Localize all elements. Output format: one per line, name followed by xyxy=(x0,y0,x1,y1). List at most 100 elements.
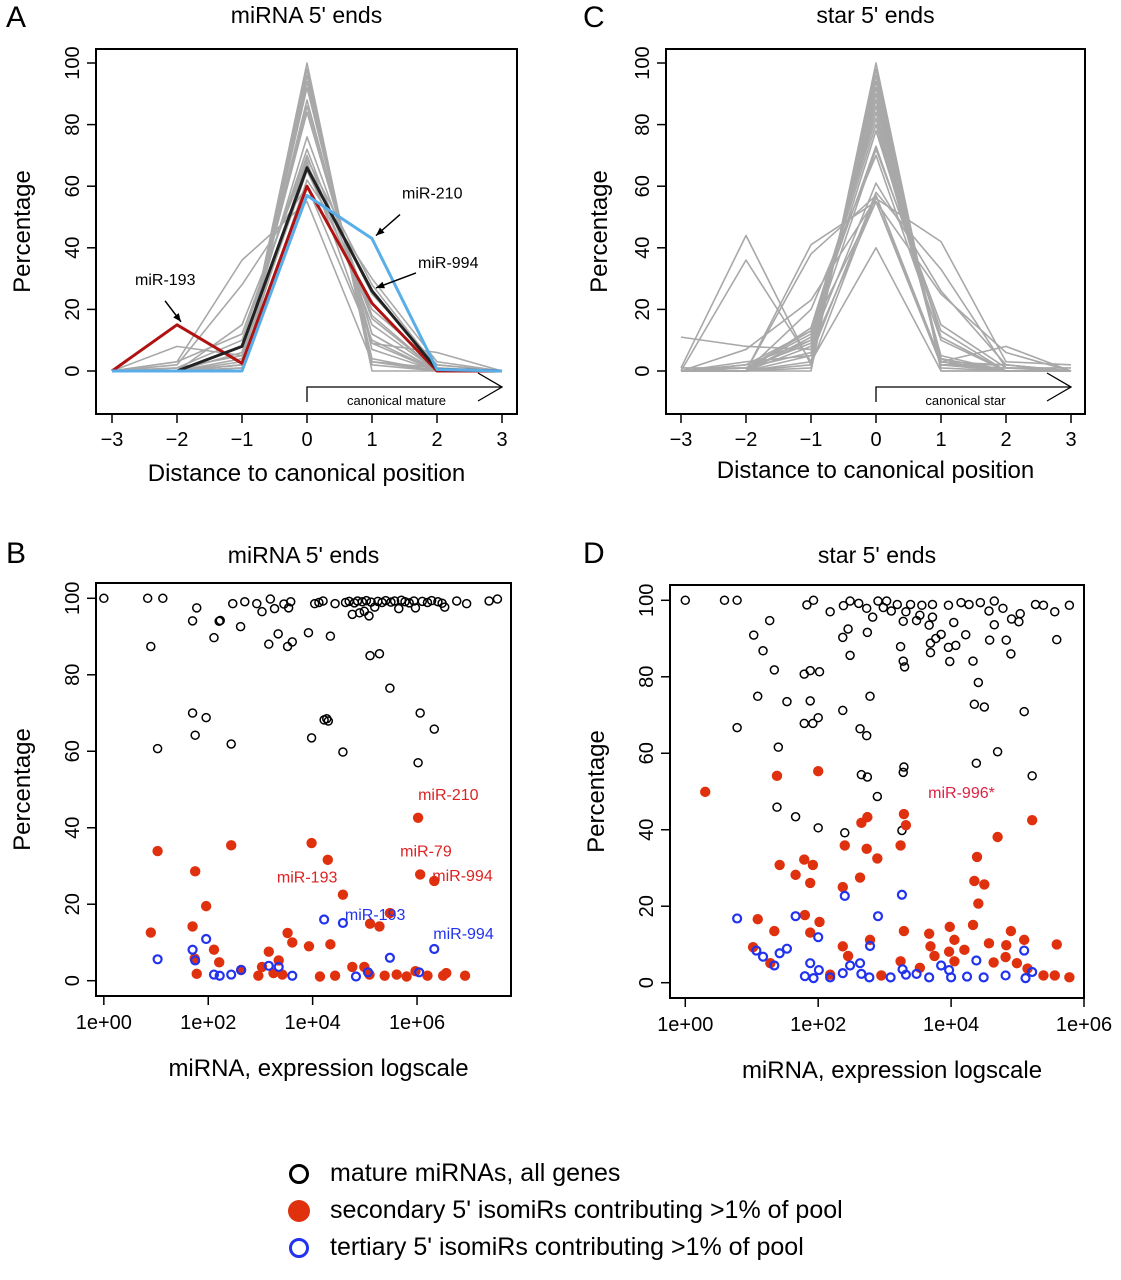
data-point-tertiary xyxy=(864,972,875,983)
data-point-mature xyxy=(813,823,823,833)
data-point-secondary xyxy=(929,950,940,962)
y-tick-label: 40 xyxy=(632,237,654,259)
data-point-tertiary xyxy=(872,911,884,922)
data-point-mature xyxy=(152,743,163,754)
data-point-tertiary xyxy=(790,911,801,922)
data-point-tertiary xyxy=(825,972,836,983)
data-point-tertiary xyxy=(214,970,225,981)
data-point-secondary xyxy=(152,845,163,857)
data-point-tertiary xyxy=(384,952,395,963)
data-point-mature xyxy=(805,696,815,706)
data-point-tertiary xyxy=(1000,970,1011,981)
data-point-secondary xyxy=(799,854,810,865)
canonical-label: canonical mature xyxy=(347,393,446,408)
data-point-secondary xyxy=(359,961,370,973)
data-point-mature xyxy=(439,602,450,612)
y-tick-label: 100 xyxy=(62,582,84,615)
data-point-secondary xyxy=(805,927,816,938)
data-point-secondary xyxy=(191,968,202,980)
data-point-tertiary xyxy=(978,972,989,983)
panel-letter: D xyxy=(583,537,605,570)
background-series-line xyxy=(112,105,502,372)
data-point-mature xyxy=(1027,771,1037,781)
data-point-mature xyxy=(415,708,425,718)
data-point-mature xyxy=(899,762,909,772)
data-point-mature xyxy=(732,595,742,606)
data-point-secondary xyxy=(347,961,358,973)
background-series-line xyxy=(112,74,502,372)
x-tick-label: 1 xyxy=(935,429,946,451)
data-point-tertiary xyxy=(924,972,935,983)
data-point-mature xyxy=(359,606,370,617)
data-point-secondary xyxy=(384,907,396,919)
data-point-mature xyxy=(845,596,855,606)
background-series-line xyxy=(681,145,1071,372)
data-point-mature xyxy=(209,632,219,643)
data-point-mature xyxy=(855,724,865,734)
y-axis-label: Percentage xyxy=(9,170,36,293)
y-tick-label: 20 xyxy=(632,298,654,320)
data-point-mature xyxy=(936,629,946,640)
x-axis-label: Distance to canonical position xyxy=(148,460,466,487)
data-point-secondary xyxy=(967,919,979,931)
data-point-mature xyxy=(975,597,986,608)
data-point-secondary xyxy=(861,843,872,855)
data-point-tertiary xyxy=(774,948,785,959)
panel-letter: B xyxy=(6,537,26,570)
data-point-mature xyxy=(915,610,925,620)
x-tick-label: −2 xyxy=(166,429,189,451)
data-point-mature xyxy=(461,598,472,609)
y-tick-label: 60 xyxy=(62,175,84,197)
data-point-mature xyxy=(764,615,775,626)
x-axis-label: miRNA, expression logscale xyxy=(168,1055,468,1082)
data-point-secondary xyxy=(807,859,819,871)
data-point-tertiary xyxy=(1027,966,1038,978)
data-point-secondary xyxy=(771,770,783,782)
data-point-mature xyxy=(732,722,742,733)
y-tick-label: 100 xyxy=(62,46,84,79)
data-point-mature xyxy=(282,641,293,652)
y-tick-label: 60 xyxy=(62,740,84,762)
data-point-secondary xyxy=(983,938,995,949)
y-axis-label: Percentage xyxy=(9,728,36,851)
data-point-tertiary xyxy=(856,968,867,980)
data-point-secondary xyxy=(213,957,225,968)
data-point-mature xyxy=(813,712,823,723)
y-tick-label: 60 xyxy=(632,175,654,197)
data-point-mature xyxy=(191,603,202,613)
data-point-mature xyxy=(769,665,780,675)
x-tick-label: 1e+04 xyxy=(285,1012,341,1034)
data-point-mature xyxy=(838,632,848,643)
y-tick-label: 0 xyxy=(632,365,654,376)
data-point-mature xyxy=(973,677,984,688)
data-point-secondary xyxy=(752,914,763,925)
data-point-mature xyxy=(838,705,848,716)
data-point-secondary xyxy=(1011,958,1023,969)
y-tick-label: 40 xyxy=(62,237,84,259)
data-point-mature xyxy=(404,598,414,608)
data-point-secondary xyxy=(923,928,935,939)
data-point-secondary xyxy=(992,831,1003,843)
data-point-secondary xyxy=(973,898,984,909)
data-point-mature xyxy=(385,683,395,693)
data-point-mature xyxy=(782,696,792,707)
data-point-secondary xyxy=(949,956,960,967)
data-point-secondary xyxy=(1026,814,1038,826)
data-point-mature xyxy=(380,595,391,606)
data-point-mature xyxy=(924,620,934,630)
x-axis-label: Distance to canonical position xyxy=(717,457,1035,484)
data-point-secondary xyxy=(949,934,960,946)
data-point-mature xyxy=(886,606,897,616)
data-point-secondary xyxy=(200,900,212,912)
data-point-mature xyxy=(228,598,238,609)
data-point-secondary xyxy=(208,944,220,955)
data-point-mature xyxy=(354,608,365,618)
data-point-mature xyxy=(303,627,314,638)
data-point-secondary xyxy=(1022,963,1033,974)
data-point-tertiary xyxy=(429,943,440,955)
data-point-secondary xyxy=(287,937,298,948)
data-point-mature xyxy=(451,596,462,606)
x-tick-label: 2 xyxy=(1000,429,1011,451)
data-point-secondary xyxy=(145,927,157,938)
